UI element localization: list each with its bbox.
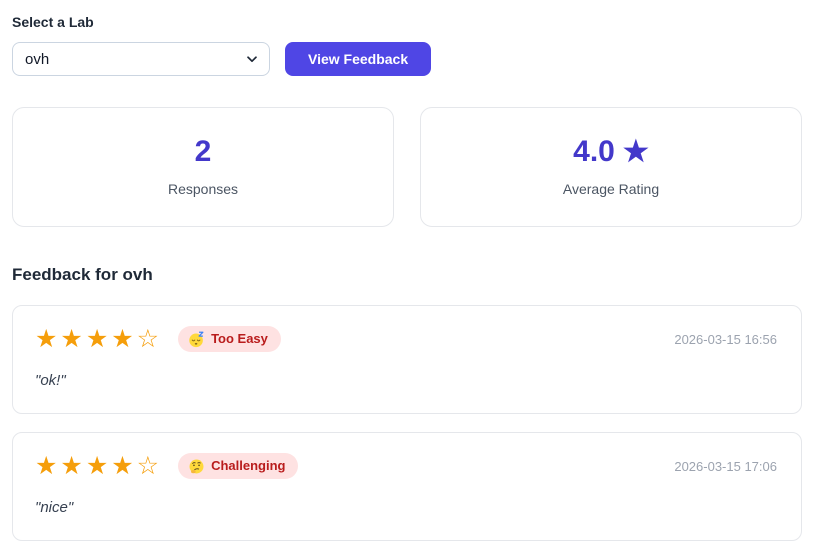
select-lab-label: Select a Lab xyxy=(12,14,94,30)
feedback-comment: "ok!" xyxy=(35,372,66,389)
responses-label: Responses xyxy=(167,181,239,197)
difficulty-badge-label: Too Easy xyxy=(211,331,268,346)
lab-select-wrapper: ovh xyxy=(12,42,270,76)
average-rating-value: 4.0 ★ xyxy=(573,137,649,167)
stats-row: 2 Responses 4.0 ★ Average Rating xyxy=(12,107,802,227)
feedback-card-header: ★★★★☆ Too Easy 2026-03-15 16:56 xyxy=(35,326,777,352)
feedback-heading-lab-name: ovh xyxy=(122,265,153,284)
responses-count: 2 xyxy=(194,135,212,168)
lab-select[interactable]: ovh xyxy=(12,42,270,76)
difficulty-badge: Too Easy xyxy=(178,326,281,352)
average-rating-stat-card: 4.0 ★ Average Rating xyxy=(420,107,802,227)
feedback-card: ★★★★☆ Too Easy 2026-03-15 16:56 xyxy=(12,305,802,414)
average-rating-number: 4.0 xyxy=(573,135,615,168)
feedback-heading: Feedback for ovh xyxy=(12,265,802,285)
feedback-timestamp: 2026-03-15 17:06 xyxy=(674,458,777,474)
average-rating-label: Average Rating xyxy=(562,181,660,197)
feedback-card-header: ★★★★☆ Challenging xyxy=(35,453,777,479)
responses-stat-card: 2 Responses xyxy=(12,107,394,227)
feedback-comment: "nice" xyxy=(35,499,74,516)
sleeping-face-emoji-icon xyxy=(188,331,205,348)
view-feedback-button[interactable]: View Feedback xyxy=(285,42,432,76)
star-rating: ★★★★☆ xyxy=(35,324,163,353)
feedback-page: Select a Lab ovh View Feedback 2 Respons… xyxy=(12,14,802,541)
thinking-face-emoji-icon xyxy=(188,458,205,475)
star-icon: ★ xyxy=(622,135,649,168)
difficulty-badge: Challenging xyxy=(178,453,299,479)
feedback-timestamp: 2026-03-15 16:56 xyxy=(674,331,777,347)
feedback-list: ★★★★☆ Too Easy 2026-03-15 16:56 xyxy=(12,305,802,541)
feedback-heading-prefix: Feedback for xyxy=(12,265,118,284)
star-rating: ★★★★☆ xyxy=(35,451,163,480)
difficulty-badge-label: Challenging xyxy=(211,458,286,473)
feedback-card: ★★★★☆ Challenging xyxy=(12,432,802,541)
lab-selector-row: ovh View Feedback xyxy=(12,42,802,76)
